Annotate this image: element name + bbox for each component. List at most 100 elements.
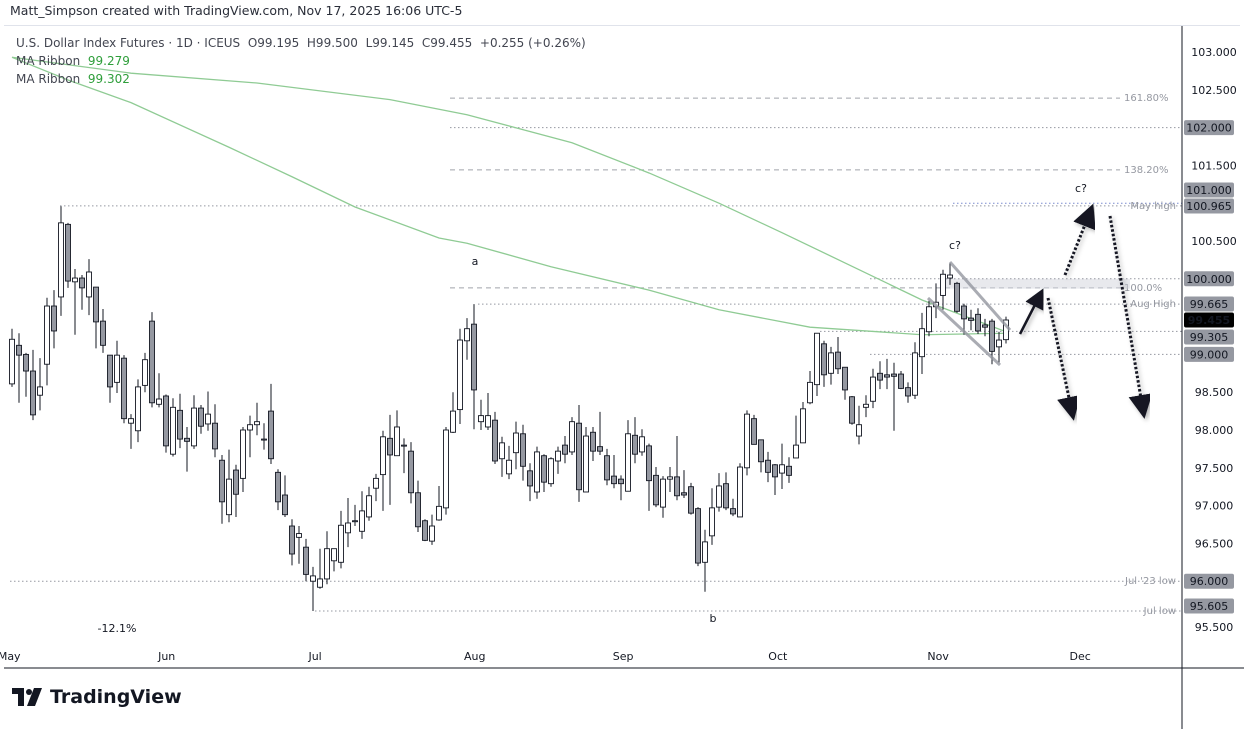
candle-body (506, 459, 512, 475)
ma-ribbon-legend-1[interactable]: MA Ribbon 99.279 (16, 52, 586, 70)
candle-body (114, 354, 120, 383)
candle (548, 457, 554, 487)
symbol-row: U.S. Dollar Index Futures · 1D · ICEUS O… (16, 34, 586, 52)
wave-annotation: b (710, 612, 717, 625)
level-label: Jul low (1143, 606, 1176, 617)
candle-body (849, 396, 855, 424)
candle (282, 475, 288, 517)
candle (597, 411, 603, 455)
level-label: May high (1130, 201, 1176, 212)
ma-ribbon-line (11, 56, 1007, 333)
price-tick-label: 96.500 (1195, 537, 1234, 550)
candle (527, 463, 533, 502)
candle (30, 349, 36, 421)
level-price-label: 96.000 (1184, 573, 1234, 589)
tradingview-logo[interactable]: TradingView (12, 686, 182, 708)
price-tick-label: 95.500 (1195, 621, 1234, 634)
candle-body (758, 439, 764, 463)
candle-body (940, 273, 946, 296)
candle-body (380, 436, 386, 476)
candle-body (387, 437, 393, 456)
candle-body (723, 483, 729, 509)
ma-ribbon-line (11, 56, 1007, 336)
candle (702, 529, 708, 592)
candle (520, 424, 526, 481)
candle-body (226, 478, 232, 516)
price-label-text: 96.000 (1190, 575, 1229, 588)
candle-body (786, 465, 792, 476)
candle (772, 464, 778, 496)
candle-body (184, 437, 190, 442)
candle-body (919, 328, 925, 358)
price-tick-label: 97.500 (1195, 462, 1234, 475)
candle (604, 448, 610, 486)
candle (177, 393, 183, 449)
ma-ribbon-legend-2[interactable]: MA Ribbon 99.302 (16, 70, 586, 88)
candle-body (744, 413, 750, 469)
price-tick-label: 97.000 (1195, 500, 1234, 513)
candle (758, 439, 764, 473)
wave-annotation: a (472, 255, 479, 268)
candle (1003, 316, 1009, 344)
candle-body (695, 508, 701, 564)
candle-body (65, 223, 71, 282)
candle (996, 331, 1002, 363)
candle (394, 410, 400, 457)
price-label-text: 99.000 (1190, 348, 1229, 361)
candle-body (163, 395, 169, 447)
level-price-label: 101.000 (1184, 182, 1234, 198)
candle-body (44, 305, 50, 365)
price-label-text: 100.965 (1186, 200, 1232, 213)
projection-arrow (1018, 288, 1044, 335)
candle (667, 467, 673, 492)
candle (128, 414, 134, 449)
last-price-label: 99.455 (1184, 312, 1234, 328)
level-label: Aug High (1130, 299, 1176, 310)
candle (709, 488, 715, 545)
candle (261, 423, 267, 450)
candle (716, 473, 722, 512)
candle (639, 429, 645, 456)
candle-body (86, 271, 92, 298)
candle-body (667, 476, 673, 480)
candle-body (961, 305, 967, 320)
candle-body (863, 403, 869, 408)
candle-body (632, 434, 638, 455)
candle (730, 498, 736, 517)
candle-body (688, 486, 694, 514)
candle-body (352, 520, 358, 523)
candle-body (156, 398, 162, 405)
level-price-label: 100.965 (1184, 198, 1234, 214)
candle-body (912, 352, 918, 396)
candle (611, 454, 617, 489)
candle (485, 392, 491, 430)
candle (303, 538, 309, 582)
candle (23, 352, 29, 397)
month-tick-label: Nov (927, 650, 949, 663)
candle-body (835, 351, 841, 370)
candle-body (261, 438, 267, 441)
candle (331, 548, 337, 572)
candle-body (58, 222, 64, 298)
candle-body (870, 376, 876, 402)
month-tick-label: Jul (307, 650, 321, 663)
candle-body (954, 282, 960, 312)
candle (821, 340, 827, 387)
candle (478, 399, 484, 430)
candle-body (121, 357, 127, 420)
symbol-name[interactable]: U.S. Dollar Index Futures · 1D · ICEUS (16, 36, 241, 50)
candle (205, 391, 211, 431)
candle-body (107, 354, 113, 388)
price-label-text: 101.000 (1186, 184, 1232, 197)
price-tick-label: 100.500 (1191, 235, 1237, 248)
candle (121, 355, 127, 424)
candle (401, 438, 407, 474)
candle-body (191, 407, 197, 447)
candle-body (303, 546, 309, 575)
candle-body (128, 418, 134, 424)
candle-body (79, 277, 85, 289)
candle-body (310, 575, 316, 582)
level-price-label: 95.605 (1184, 598, 1234, 614)
candle (450, 392, 456, 434)
